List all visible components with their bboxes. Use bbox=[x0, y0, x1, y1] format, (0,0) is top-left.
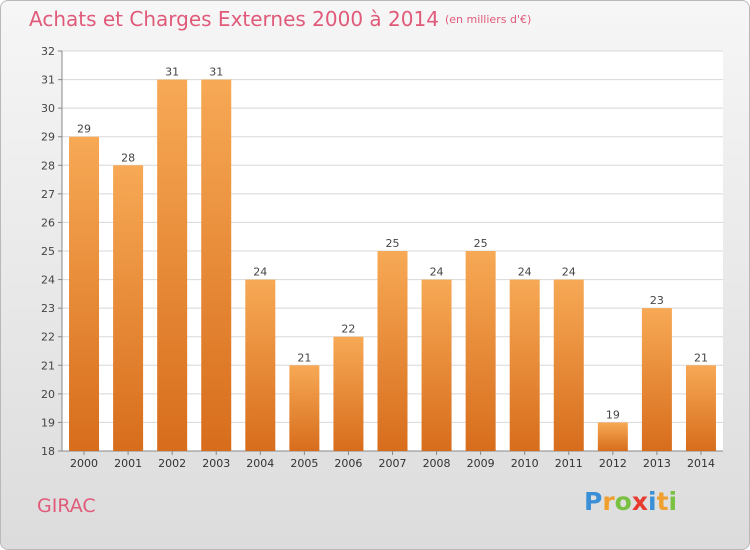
logo-letter: i bbox=[668, 487, 678, 516]
bar bbox=[113, 165, 144, 452]
y-tick-label: 20 bbox=[41, 388, 55, 401]
bar-value-label: 24 bbox=[562, 266, 576, 279]
y-tick-label: 25 bbox=[41, 245, 55, 258]
x-tick-label: 2011 bbox=[555, 457, 583, 470]
x-tick-label: 2007 bbox=[379, 457, 407, 470]
logo-letter: o bbox=[614, 487, 632, 516]
bar-value-label: 24 bbox=[253, 266, 267, 279]
chart-unit-label: (en milliers d'€) bbox=[444, 13, 532, 26]
logo-letter: t bbox=[656, 487, 669, 516]
x-tick-label: 2014 bbox=[687, 457, 715, 470]
bar bbox=[333, 336, 364, 451]
bar bbox=[553, 279, 584, 451]
y-tick-label: 23 bbox=[41, 302, 55, 315]
y-tick-label: 26 bbox=[41, 216, 55, 229]
logo-letter: P bbox=[584, 487, 603, 516]
bar-value-label: 31 bbox=[209, 66, 223, 79]
bar-value-label: 24 bbox=[430, 266, 444, 279]
commune-name: GIRAC bbox=[37, 495, 96, 517]
bar-value-label: 24 bbox=[518, 266, 532, 279]
y-tick-label: 22 bbox=[41, 331, 55, 344]
logo-letter: x bbox=[631, 487, 648, 516]
x-tick-label: 2006 bbox=[334, 457, 362, 470]
bar-value-label: 23 bbox=[650, 294, 664, 307]
bar bbox=[465, 251, 496, 451]
x-tick-label: 2009 bbox=[467, 457, 495, 470]
y-tick-label: 31 bbox=[41, 74, 55, 87]
x-tick-label: 2000 bbox=[70, 457, 98, 470]
bar bbox=[509, 279, 540, 451]
bar bbox=[377, 251, 408, 451]
x-tick-label: 2002 bbox=[158, 457, 186, 470]
y-tick-label: 19 bbox=[41, 416, 55, 429]
bar bbox=[597, 422, 628, 451]
proxiti-logo: Proxiti bbox=[584, 487, 677, 516]
bar-value-label: 28 bbox=[121, 151, 135, 164]
y-tick-label: 24 bbox=[41, 274, 55, 287]
x-tick-label: 2012 bbox=[599, 457, 627, 470]
y-tick-label: 30 bbox=[41, 102, 55, 115]
bar bbox=[245, 279, 276, 451]
x-tick-label: 2010 bbox=[511, 457, 539, 470]
y-tick-label: 29 bbox=[41, 131, 55, 144]
bar bbox=[201, 79, 232, 452]
bar bbox=[641, 308, 672, 451]
logo-letter: r bbox=[602, 487, 615, 516]
bar-value-label: 21 bbox=[694, 351, 708, 364]
bar bbox=[157, 79, 188, 452]
bar bbox=[289, 365, 320, 451]
bar-value-label: 29 bbox=[77, 123, 91, 136]
bar bbox=[685, 365, 716, 451]
bar-value-label: 25 bbox=[474, 237, 488, 250]
x-tick-label: 2004 bbox=[246, 457, 274, 470]
x-tick-label: 2003 bbox=[202, 457, 230, 470]
y-tick-label: 28 bbox=[41, 159, 55, 172]
x-tick-label: 2013 bbox=[643, 457, 671, 470]
y-tick-label: 27 bbox=[41, 188, 55, 201]
bar-value-label: 31 bbox=[165, 66, 179, 79]
bar bbox=[69, 136, 100, 451]
bar-value-label: 22 bbox=[341, 323, 355, 336]
logo-letter: i bbox=[648, 487, 657, 516]
x-tick-label: 2001 bbox=[114, 457, 142, 470]
x-tick-label: 2008 bbox=[423, 457, 451, 470]
y-tick-label: 21 bbox=[41, 359, 55, 372]
x-tick-label: 2005 bbox=[290, 457, 318, 470]
bar-value-label: 19 bbox=[606, 408, 620, 421]
chart-title-text: Achats et Charges Externes 2000 à 2014 bbox=[29, 7, 439, 31]
bar-value-label: 25 bbox=[386, 237, 400, 250]
y-tick-label: 32 bbox=[41, 45, 55, 58]
y-tick-label: 18 bbox=[41, 445, 55, 458]
bar bbox=[421, 279, 452, 451]
chart-title: Achats et Charges Externes 2000 à 2014 (e… bbox=[29, 7, 531, 31]
bar-value-label: 21 bbox=[297, 351, 311, 364]
